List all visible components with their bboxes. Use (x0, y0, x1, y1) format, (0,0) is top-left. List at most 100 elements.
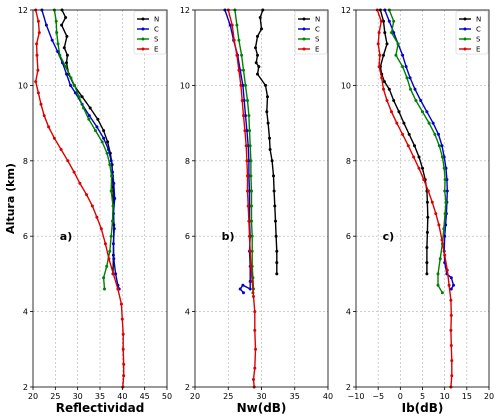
data-point (35, 53, 39, 57)
data-point (390, 31, 393, 35)
data-point (401, 53, 405, 57)
legend-label-S: S (476, 36, 481, 44)
data-point (69, 76, 73, 80)
legend-label-S: S (154, 36, 159, 44)
data-point (77, 95, 81, 99)
x-tick-label: 30 (73, 392, 83, 401)
data-point (247, 219, 251, 223)
x-tick-label: 50 (162, 392, 172, 401)
data-point (242, 68, 245, 72)
data-point (102, 276, 106, 280)
data-point (248, 249, 252, 253)
x-tick-label: 25 (223, 392, 233, 401)
legend-label-C: C (476, 26, 481, 34)
data-point (434, 212, 438, 216)
series-line-E (376, 9, 453, 388)
data-point (66, 159, 70, 163)
data-point (109, 159, 113, 163)
legend-label-N: N (315, 16, 320, 24)
data-point (111, 204, 115, 208)
data-point (258, 16, 262, 19)
data-point (102, 129, 106, 133)
data-point (105, 264, 109, 268)
x-tick-label: 20 (28, 392, 38, 401)
data-point (417, 155, 421, 159)
y-tick-label: 4 (23, 308, 28, 317)
data-point (114, 272, 118, 276)
data-point (253, 310, 257, 314)
y-tick-label: 10 (341, 81, 351, 90)
data-point (377, 65, 381, 69)
data-point (72, 170, 76, 174)
legend-label-E: E (476, 46, 480, 54)
data-point (122, 374, 126, 378)
data-point (106, 140, 110, 144)
data-point (412, 155, 416, 159)
y-tick-label: 2 (185, 383, 190, 392)
series-line-N (379, 9, 429, 274)
legend-marker-E (302, 47, 306, 51)
data-point (437, 223, 441, 227)
series-E (34, 8, 126, 389)
data-point (243, 129, 247, 133)
series-C (40, 8, 121, 291)
data-point (268, 136, 271, 140)
data-point (443, 234, 447, 238)
data-point (80, 95, 84, 99)
data-point (257, 65, 261, 69)
data-point (73, 91, 77, 95)
data-point (111, 219, 114, 223)
data-point (242, 114, 245, 118)
data-point (421, 110, 424, 114)
data-point (37, 31, 41, 35)
y-tick-label: 6 (185, 232, 190, 241)
y-tick-label: 2 (346, 383, 351, 392)
data-point (253, 366, 257, 370)
data-point (102, 136, 106, 140)
data-point (42, 114, 46, 118)
data-point (392, 19, 396, 23)
x-tick-label: −5 (372, 392, 384, 401)
series-N (254, 8, 279, 276)
data-point (377, 31, 381, 35)
data-point (240, 53, 244, 57)
data-point (119, 302, 123, 306)
data-point (268, 148, 272, 151)
y-tick-label: 4 (346, 308, 351, 317)
data-point (90, 204, 94, 208)
data-point (64, 65, 68, 69)
legend-marker-N (463, 17, 467, 21)
data-point (112, 257, 116, 261)
series-line-N (60, 9, 115, 274)
data-point (409, 87, 412, 91)
y-tick-label: 4 (185, 308, 190, 317)
data-point (401, 65, 405, 69)
legend-label-C: C (154, 26, 159, 34)
data-point (246, 99, 249, 102)
series-E (226, 8, 257, 389)
data-point (405, 76, 409, 80)
data-point (449, 344, 453, 347)
data-point (395, 121, 399, 125)
data-point (248, 287, 252, 291)
data-point (387, 87, 391, 91)
x-axis-label: Nw(dB) (237, 401, 287, 415)
data-point (443, 178, 447, 182)
data-point (249, 264, 253, 268)
legend-label-S: S (315, 36, 320, 44)
legend-marker-S (463, 37, 467, 41)
data-point (235, 23, 239, 27)
data-point (82, 106, 85, 110)
data-point (430, 200, 434, 204)
data-point (256, 53, 259, 57)
data-point (247, 114, 251, 118)
data-point (417, 166, 421, 170)
data-point (65, 34, 69, 38)
data-point (108, 249, 112, 253)
data-point (444, 200, 448, 204)
legend-marker-S (302, 37, 306, 41)
